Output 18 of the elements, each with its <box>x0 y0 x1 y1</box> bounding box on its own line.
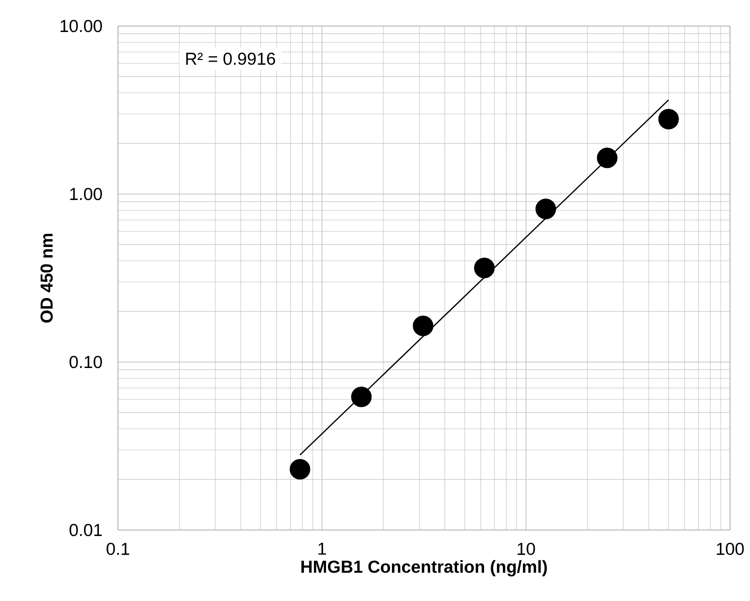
y-axis-title: OD 450 nm <box>40 234 53 323</box>
point <box>535 198 556 220</box>
x-tick-label: 0.1 <box>106 542 130 555</box>
x-tick-label: 100 <box>716 542 744 555</box>
x-axis-title: HMGB1 Concentration (ng/ml) <box>301 560 547 576</box>
point <box>351 386 372 408</box>
point <box>474 258 495 278</box>
x-tick-label: 1 <box>318 542 326 555</box>
y-tick-label: 1.00 <box>70 188 102 200</box>
point <box>658 108 679 130</box>
annotation: R² = 0.9916 <box>186 52 276 65</box>
point <box>412 316 434 336</box>
x-tick-label: 10 <box>518 542 535 555</box>
y-tick-label: 10.00 <box>60 20 102 32</box>
point <box>290 458 310 480</box>
y-tick-label: 0.01 <box>70 524 102 536</box>
point <box>596 148 618 168</box>
y-tick-label: 0.10 <box>70 356 102 368</box>
